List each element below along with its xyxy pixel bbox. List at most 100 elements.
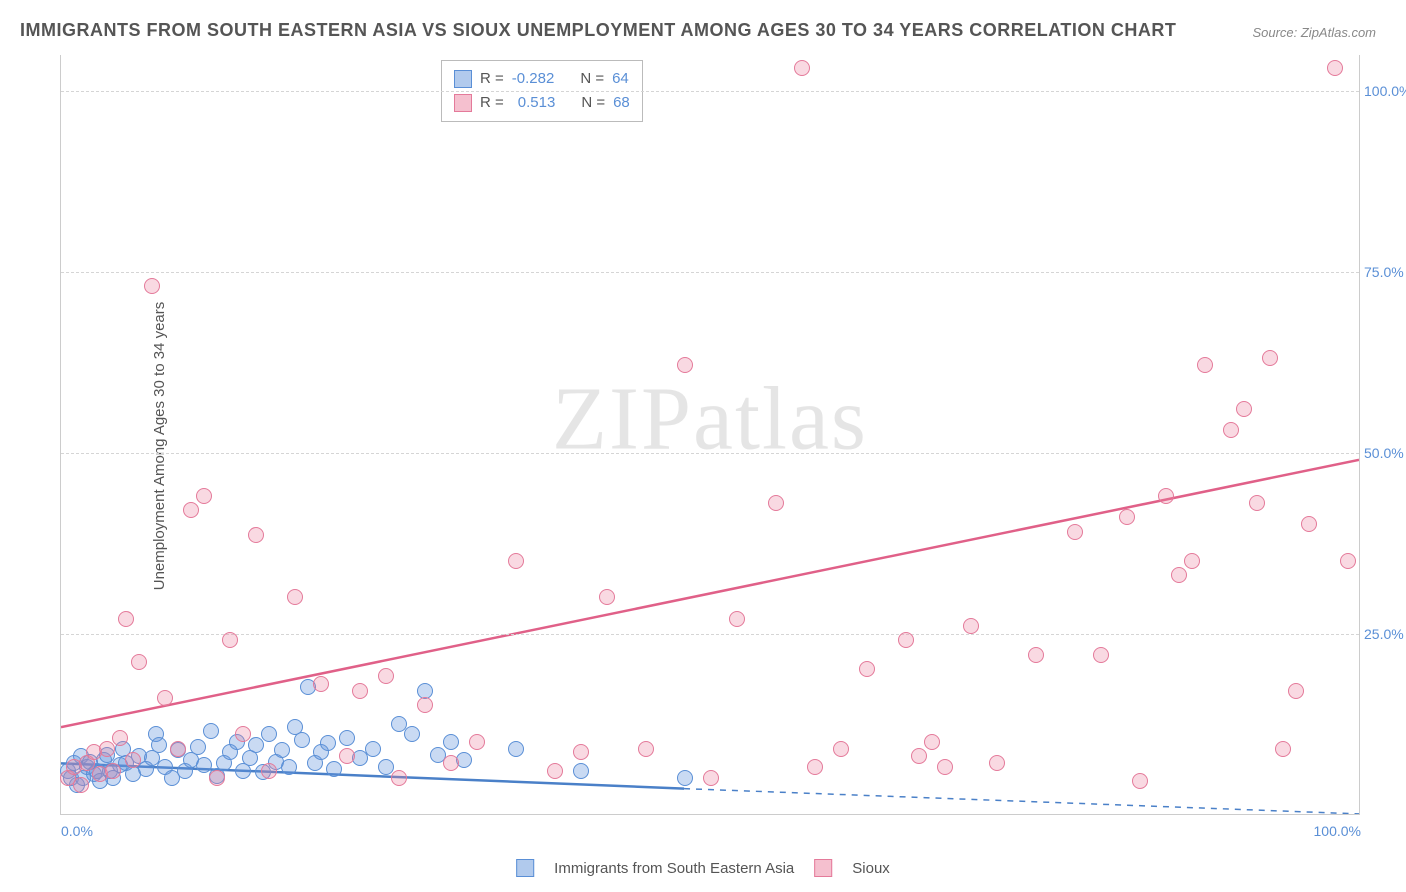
data-point [170, 741, 186, 757]
n-label: N = [580, 67, 604, 91]
data-point [1028, 647, 1044, 663]
data-point [547, 763, 563, 779]
data-point [326, 761, 342, 777]
x-tick-label-right: 100.0% [1314, 823, 1361, 839]
r-label-2: R = [480, 91, 504, 115]
data-point [1184, 553, 1200, 569]
data-point [248, 527, 264, 543]
r-value-pink: 0.513 [518, 91, 556, 115]
data-point [112, 730, 128, 746]
swatch-blue-icon [454, 70, 472, 88]
stats-row-blue: R = -0.282 N = 64 [454, 67, 630, 91]
n-label-2: N = [581, 91, 605, 115]
data-point [1262, 350, 1278, 366]
swatch-pink-icon [454, 94, 472, 112]
data-point [1132, 773, 1148, 789]
data-point [1119, 509, 1135, 525]
data-point [989, 755, 1005, 771]
trend-lines [61, 55, 1359, 814]
y-tick-label: 50.0% [1364, 445, 1406, 461]
data-point [320, 735, 336, 751]
data-point [729, 611, 745, 627]
watermark-text: ZIPatlas [552, 368, 868, 471]
gridline [61, 272, 1359, 273]
data-point [924, 734, 940, 750]
data-point [417, 697, 433, 713]
data-point [352, 683, 368, 699]
data-point [203, 723, 219, 739]
bottom-legend: Immigrants from South Eastern Asia Sioux [516, 859, 890, 877]
data-point [911, 748, 927, 764]
n-value-pink: 68 [613, 91, 630, 115]
gridline [61, 453, 1359, 454]
data-point [599, 589, 615, 605]
data-point [190, 739, 206, 755]
data-point [1249, 495, 1265, 511]
data-point [339, 748, 355, 764]
bottom-legend-label-2: Sioux [852, 860, 890, 877]
data-point [794, 60, 810, 76]
data-point [963, 618, 979, 634]
data-point [391, 770, 407, 786]
r-value-blue: -0.282 [512, 67, 555, 91]
y-tick-label: 75.0% [1364, 264, 1406, 280]
data-point [508, 553, 524, 569]
data-point [157, 690, 173, 706]
data-point [222, 632, 238, 648]
data-point [248, 737, 264, 753]
data-point [73, 777, 89, 793]
r-label: R = [480, 67, 504, 91]
data-point [898, 632, 914, 648]
data-point [1158, 488, 1174, 504]
data-point [859, 661, 875, 677]
data-point [443, 755, 459, 771]
data-point [638, 741, 654, 757]
data-point [443, 734, 459, 750]
y-tick-label: 100.0% [1364, 83, 1406, 99]
data-point [118, 611, 134, 627]
data-point [677, 357, 693, 373]
data-point [261, 763, 277, 779]
bottom-swatch-blue-icon [516, 859, 534, 877]
data-point [1288, 683, 1304, 699]
data-point [469, 734, 485, 750]
data-point [125, 752, 141, 768]
data-point [1236, 401, 1252, 417]
data-point [703, 770, 719, 786]
data-point [768, 495, 784, 511]
data-point [1301, 516, 1317, 532]
gridline [61, 634, 1359, 635]
data-point [378, 668, 394, 684]
stats-row-pink: R = 0.513 N = 68 [454, 91, 630, 115]
data-point [677, 770, 693, 786]
data-point [339, 730, 355, 746]
gridline [61, 91, 1359, 92]
data-point [1067, 524, 1083, 540]
data-point [1275, 741, 1291, 757]
data-point [937, 759, 953, 775]
data-point [1171, 567, 1187, 583]
data-point [196, 757, 212, 773]
data-point [573, 763, 589, 779]
data-point [508, 741, 524, 757]
data-point [99, 741, 115, 757]
data-point [196, 488, 212, 504]
data-point [151, 737, 167, 753]
y-tick-label: 25.0% [1364, 626, 1406, 642]
data-point [144, 278, 160, 294]
x-tick-label-left: 0.0% [61, 823, 93, 839]
data-point [1327, 60, 1343, 76]
data-point [1340, 553, 1356, 569]
data-point [131, 654, 147, 670]
data-point [365, 741, 381, 757]
plot-area: ZIPatlas R = -0.282 N = 64 R = 0.513 N =… [60, 55, 1360, 815]
data-point [573, 744, 589, 760]
data-point [404, 726, 420, 742]
data-point [1093, 647, 1109, 663]
data-point [183, 502, 199, 518]
data-point [105, 763, 121, 779]
data-point [235, 726, 251, 742]
data-point [281, 759, 297, 775]
n-value-blue: 64 [612, 67, 629, 91]
data-point [313, 676, 329, 692]
